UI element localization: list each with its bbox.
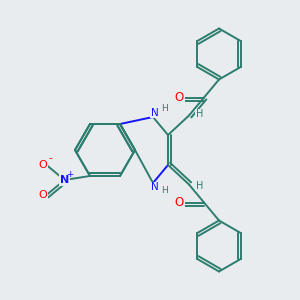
Text: +: + xyxy=(66,170,74,179)
Text: O: O xyxy=(38,190,47,200)
Text: H: H xyxy=(161,104,168,113)
Text: O: O xyxy=(175,91,184,104)
Text: H: H xyxy=(196,109,203,119)
Text: -: - xyxy=(48,153,52,164)
Text: N: N xyxy=(151,107,158,118)
Text: H: H xyxy=(161,186,168,195)
Text: N: N xyxy=(60,175,69,185)
Text: H: H xyxy=(196,181,203,191)
Text: O: O xyxy=(175,196,184,209)
Text: N: N xyxy=(151,182,158,193)
Text: O: O xyxy=(38,160,47,170)
